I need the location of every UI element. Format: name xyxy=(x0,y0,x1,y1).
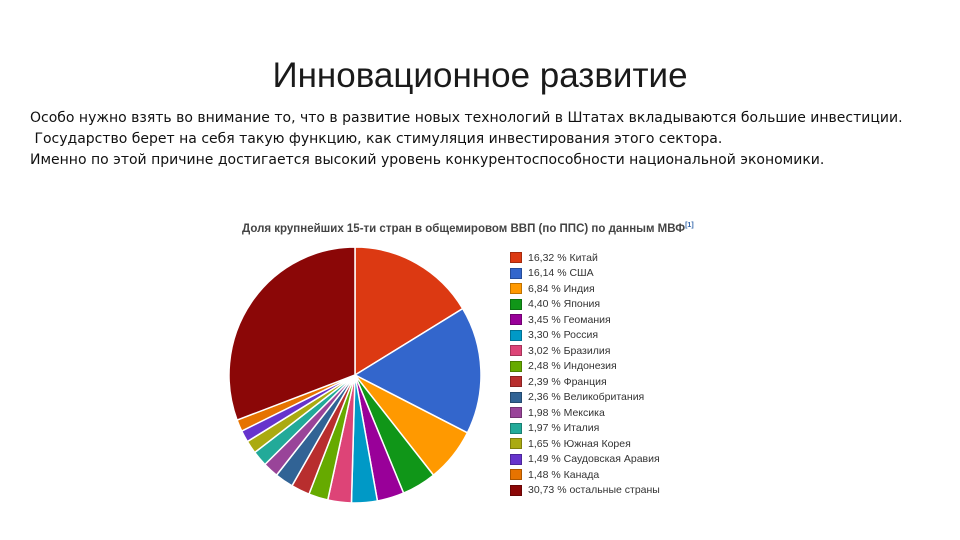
legend-swatch-6 xyxy=(510,345,522,357)
legend-swatch-2 xyxy=(510,283,522,295)
legend-item-15: 30,73 % остальные страны xyxy=(510,483,660,499)
legend-label-10: 1,98 % Мексика xyxy=(528,406,605,419)
chart-legend: 16,32 % Китай 16,14 % США 6,84 % Индия 4,40… xyxy=(510,250,660,498)
legend-item-9: 2,36 % Великобритания xyxy=(510,390,660,406)
legend-swatch-11 xyxy=(510,422,522,434)
legend-swatch-12 xyxy=(510,438,522,450)
body-line-1: Особо нужно взять во внимание то, что в … xyxy=(30,110,903,126)
legend-label-15: 30,73 % остальные страны xyxy=(528,484,660,497)
pie-slice-0 xyxy=(354,246,464,377)
legend-label-12: 1,65 % Южная Корея xyxy=(528,437,631,450)
legend-label-2: 6,84 % Индия xyxy=(528,282,595,295)
legend-swatch-13 xyxy=(510,453,522,465)
legend-label-6: 3,02 % Бразилия xyxy=(528,344,611,357)
legend-item-2: 6,84 % Индия xyxy=(510,281,660,297)
legend-label-5: 3,30 % Россия xyxy=(528,329,599,342)
legend-item-11: 1,97 % Италия xyxy=(510,421,660,437)
legend-item-1: 16,14 % США xyxy=(510,266,660,282)
legend-item-6: 3,02 % Бразилия xyxy=(510,343,660,359)
legend-item-14: 1,48 % Канада xyxy=(510,467,660,483)
legend-swatch-4 xyxy=(510,314,522,326)
legend-item-4: 3,45 % Геомания xyxy=(510,312,660,328)
legend-swatch-3 xyxy=(510,298,522,310)
legend-item-5: 3,30 % Россия xyxy=(510,328,660,344)
legend-item-12: 1,65 % Южная Корея xyxy=(510,436,660,452)
legend-swatch-15 xyxy=(510,484,522,496)
legend-label-7: 2,48 % Индонезия xyxy=(528,360,617,373)
legend-label-3: 4,40 % Япония xyxy=(528,298,601,311)
slide-title: Инновационное развитие xyxy=(272,56,688,95)
body-line-3: Именно по этой причине достигается высок… xyxy=(30,152,825,168)
legend-label-11: 1,97 % Италия xyxy=(528,422,600,435)
legend-label-0: 16,32 % Китай xyxy=(528,251,598,264)
legend-label-8: 2,39 % Франция xyxy=(528,375,607,388)
legend-swatch-1 xyxy=(510,267,522,279)
pie-slice-15 xyxy=(228,246,356,422)
legend-swatch-9 xyxy=(510,391,522,403)
chart-title: Доля крупнейших 15-ти стран в общемирово… xyxy=(242,222,694,235)
legend-swatch-8 xyxy=(510,376,522,388)
legend-label-13: 1,49 % Саудовская Аравия xyxy=(528,453,660,466)
legend-label-4: 3,45 % Геомания xyxy=(528,313,611,326)
legend-swatch-0 xyxy=(510,252,522,264)
legend-item-13: 1,49 % Саудовская Аравия xyxy=(510,452,660,468)
chart-title-reference[interactable]: [1] xyxy=(685,222,694,229)
legend-label-14: 1,48 % Канада xyxy=(528,468,600,481)
legend-item-8: 2,39 % Франция xyxy=(510,374,660,390)
legend-swatch-10 xyxy=(510,407,522,419)
legend-swatch-7 xyxy=(510,360,522,372)
legend-swatch-14 xyxy=(510,469,522,481)
legend-item-10: 1,98 % Мексика xyxy=(510,405,660,421)
chart-title-text: Доля крупнейших 15-ти стран в общемирово… xyxy=(242,222,686,235)
legend-label-1: 16,14 % США xyxy=(528,267,594,280)
body-text: Особо нужно взять во внимание то, что в … xyxy=(30,108,945,171)
legend-label-9: 2,36 % Великобритания xyxy=(528,391,645,404)
body-line-2: Государство берет на себя такую функцию,… xyxy=(30,131,723,147)
legend-item-0: 16,32 % Китай xyxy=(510,250,660,266)
pie-slice-1 xyxy=(353,307,482,434)
legend-item-7: 2,48 % Индонезия xyxy=(510,359,660,375)
legend-item-3: 4,40 % Япония xyxy=(510,297,660,313)
pie-chart xyxy=(228,246,482,504)
legend-swatch-5 xyxy=(510,329,522,341)
